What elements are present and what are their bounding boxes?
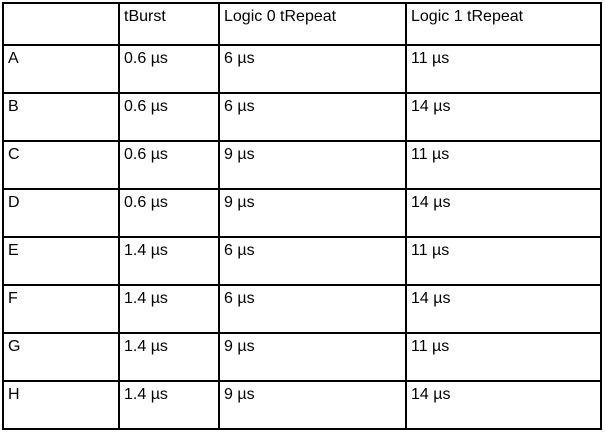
row-label: E	[2, 236, 120, 286]
table-row: H 1.4 µs 9 µs 14 µs	[2, 380, 602, 430]
table-row: A 0.6 µs 6 µs 11 µs	[2, 44, 602, 94]
header-cell-blank	[2, 2, 120, 46]
cell-tburst: 1.4 µs	[118, 332, 220, 382]
row-label: G	[2, 332, 120, 382]
header-cell-tburst: tBurst	[118, 2, 220, 46]
cell-tburst: 1.4 µs	[118, 380, 220, 430]
cell-logic1-trepeat: 14 µs	[405, 284, 602, 334]
cell-logic0-trepeat: 9 µs	[218, 332, 407, 382]
cell-tburst: 0.6 µs	[118, 44, 220, 94]
cell-logic0-trepeat: 6 µs	[218, 92, 407, 142]
cell-tburst: 1.4 µs	[118, 236, 220, 286]
cell-logic1-trepeat: 11 µs	[405, 236, 602, 286]
cell-logic1-trepeat: 14 µs	[405, 380, 602, 430]
cell-logic0-trepeat: 6 µs	[218, 44, 407, 94]
table-row: G 1.4 µs 9 µs 11 µs	[2, 332, 602, 382]
cell-logic0-trepeat: 9 µs	[218, 188, 407, 238]
cell-logic0-trepeat: 6 µs	[218, 284, 407, 334]
cell-tburst: 0.6 µs	[118, 92, 220, 142]
table-row: B 0.6 µs 6 µs 14 µs	[2, 92, 602, 142]
table-row: E 1.4 µs 6 µs 11 µs	[2, 236, 602, 286]
row-label: B	[2, 92, 120, 142]
cell-logic1-trepeat: 14 µs	[405, 188, 602, 238]
table-row: F 1.4 µs 6 µs 14 µs	[2, 284, 602, 334]
cell-logic0-trepeat: 9 µs	[218, 140, 407, 190]
cell-logic1-trepeat: 11 µs	[405, 44, 602, 94]
header-cell-logic1-trepeat: Logic 1 tRepeat	[405, 2, 602, 46]
table-row: C 0.6 µs 9 µs 11 µs	[2, 140, 602, 190]
cell-tburst: 1.4 µs	[118, 284, 220, 334]
row-label: F	[2, 284, 120, 334]
table-row: D 0.6 µs 9 µs 14 µs	[2, 188, 602, 238]
cell-logic1-trepeat: 14 µs	[405, 92, 602, 142]
cell-logic1-trepeat: 11 µs	[405, 332, 602, 382]
cell-tburst: 0.6 µs	[118, 188, 220, 238]
row-label: D	[2, 188, 120, 238]
row-label: A	[2, 44, 120, 94]
timing-parameters-table: tBurst Logic 0 tRepeat Logic 1 tRepeat A…	[2, 2, 602, 430]
header-cell-logic0-trepeat: Logic 0 tRepeat	[218, 2, 407, 46]
row-label: C	[2, 140, 120, 190]
cell-logic0-trepeat: 9 µs	[218, 380, 407, 430]
table-header-row: tBurst Logic 0 tRepeat Logic 1 tRepeat	[2, 2, 602, 46]
row-label: H	[2, 380, 120, 430]
cell-tburst: 0.6 µs	[118, 140, 220, 190]
cell-logic0-trepeat: 6 µs	[218, 236, 407, 286]
cell-logic1-trepeat: 11 µs	[405, 140, 602, 190]
